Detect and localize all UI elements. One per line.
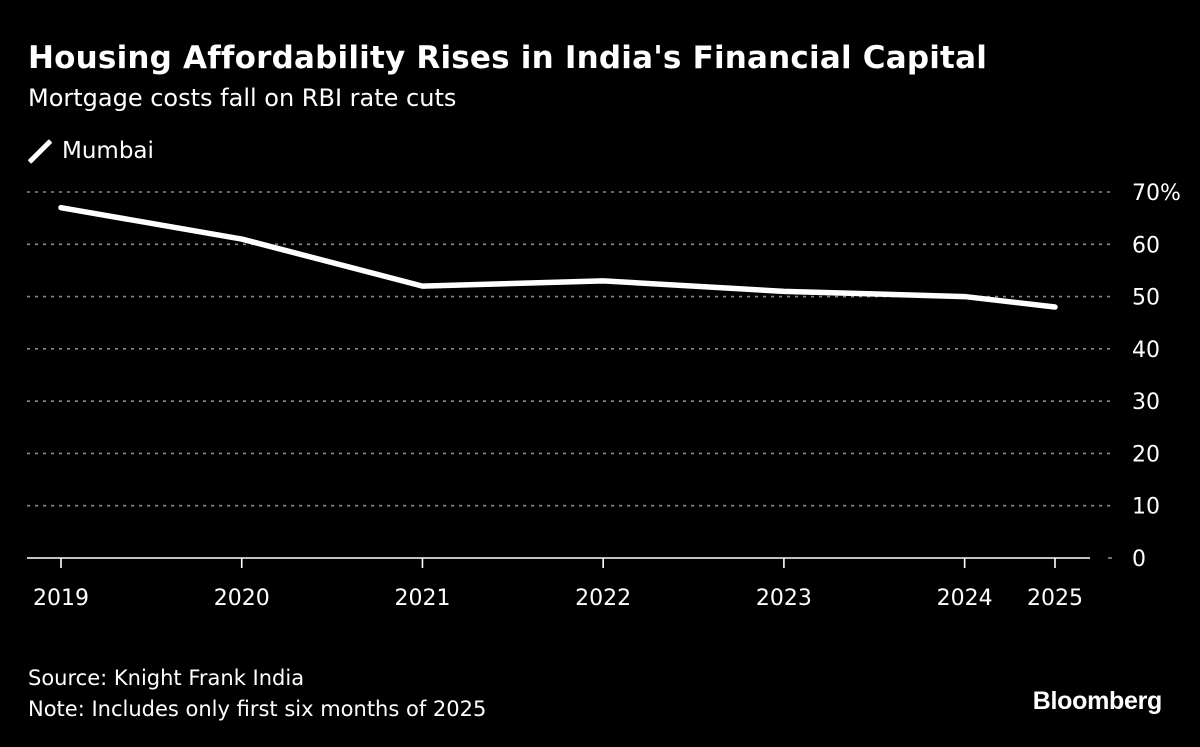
series-lines (58, 204, 1058, 310)
legend-label-mumbai: Mumbai (62, 138, 154, 164)
y-tick-label: 0 (1132, 547, 1146, 572)
x-axis: 2019 2020 2021 2022 2023 2024 2025 (27, 557, 1090, 611)
y-tick-label: 10 (1132, 495, 1160, 520)
bloomberg-logo: Bloomberg (1032, 687, 1163, 715)
y-tick-label: 30 (1132, 390, 1160, 415)
series-line-mumbai (58, 204, 1058, 310)
chart-title: Housing Affordability Rises in India's F… (28, 40, 988, 76)
legend: Mumbai (28, 138, 154, 164)
y-tick-label: 40 (1132, 338, 1160, 363)
x-tick-label: 2020 (214, 586, 270, 611)
x-tick-label: 2019 (33, 586, 89, 611)
x-tick-label: 2024 (937, 586, 993, 611)
x-tick-label: 2023 (756, 586, 812, 611)
y-axis-labels: 0 10 20 30 40 50 60 70% (1132, 181, 1181, 572)
y-tick-label: 60 (1132, 233, 1160, 258)
gridlines (27, 191, 1112, 559)
x-tick-label: 2025 (1027, 586, 1083, 611)
x-tick-label: 2021 (394, 586, 450, 611)
footnote: Note: Includes only first six months of … (28, 697, 487, 721)
y-tick-label: 20 (1132, 442, 1160, 467)
y-tick-label: 70% (1132, 181, 1181, 206)
x-tick-label: 2022 (575, 586, 631, 611)
chart-subtitle: Mortgage costs fall on RBI rate cuts (28, 84, 457, 112)
y-tick-label: 50 (1132, 286, 1160, 311)
source-note: Source: Knight Frank India (28, 666, 305, 690)
